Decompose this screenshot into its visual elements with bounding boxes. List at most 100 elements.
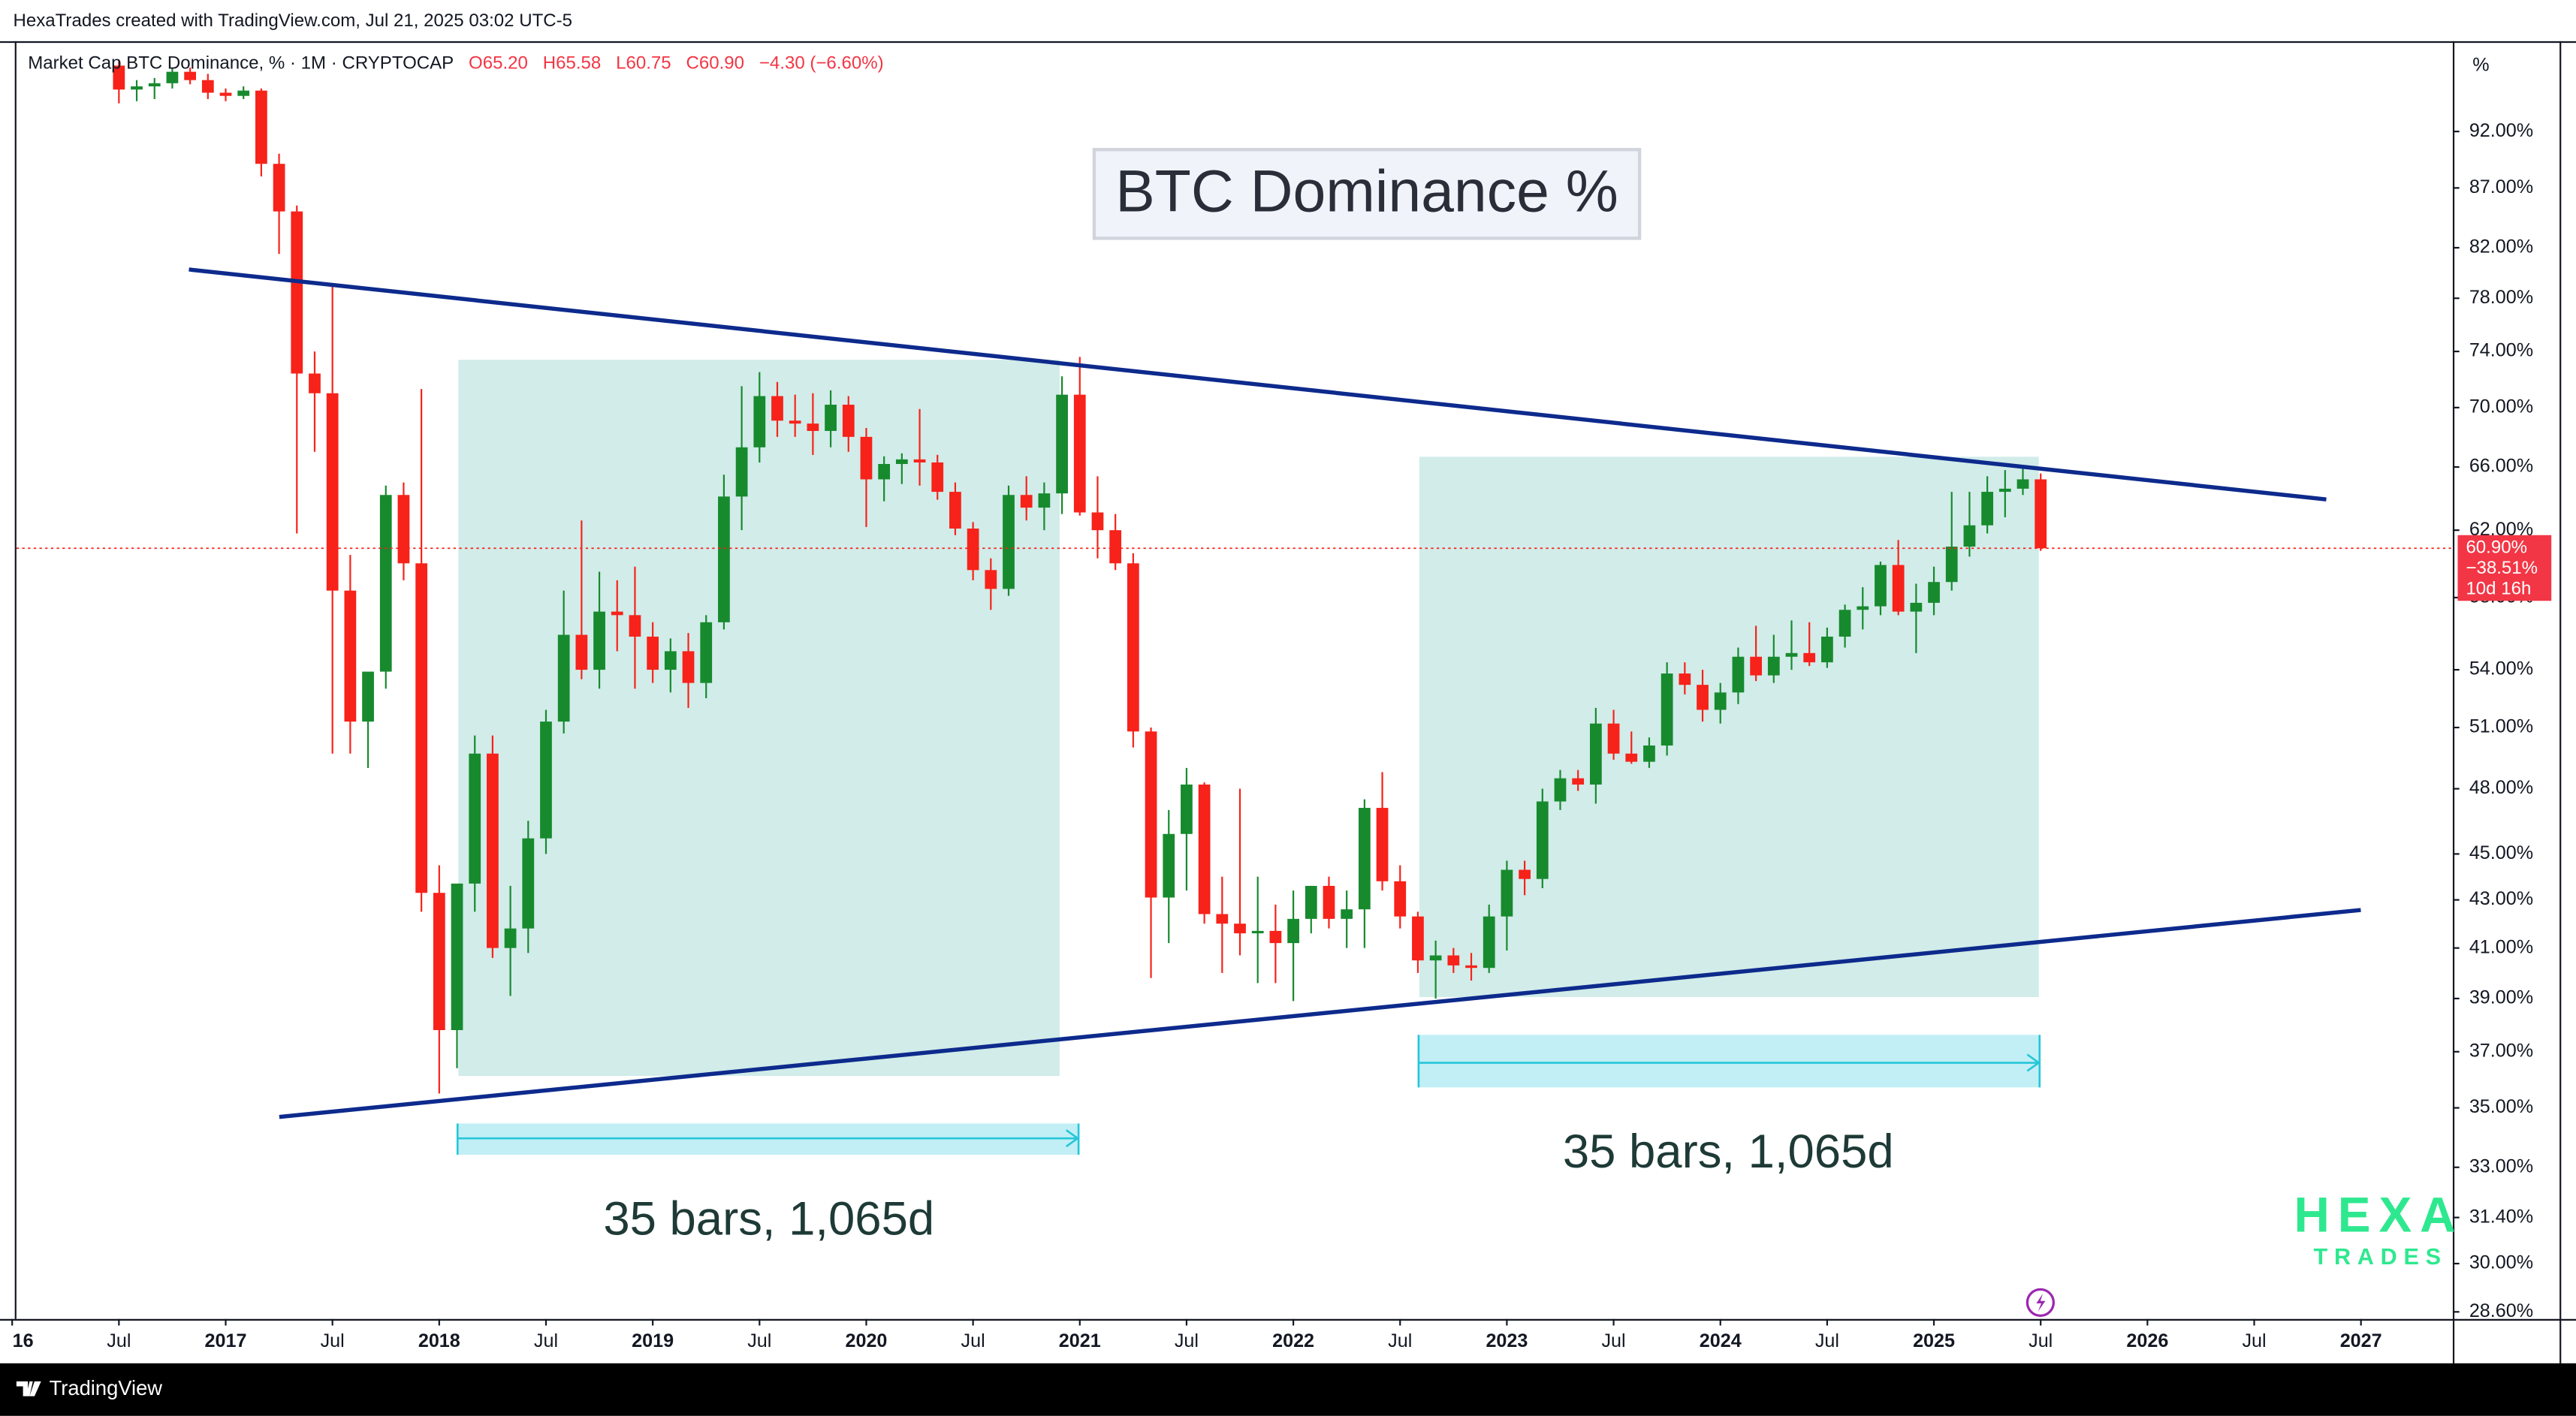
candle-body (913, 459, 926, 462)
candle-body (1661, 673, 1673, 746)
candle-body (575, 634, 588, 670)
legend-low: L60.75 (616, 53, 671, 74)
y-tick-label: 39.00% (2469, 987, 2533, 1008)
candle-body (1607, 723, 1620, 754)
y-tick-label: 78.00% (2469, 287, 2533, 308)
candle-body (237, 90, 250, 96)
x-tick-label: Jul (321, 1330, 345, 1351)
x-tick-label: Jul (107, 1330, 131, 1351)
x-tick-label: Jul (2242, 1330, 2266, 1351)
candle-body (1091, 512, 1104, 531)
y-tick-label: 92.00% (2469, 120, 2533, 141)
candle-body (1998, 488, 2011, 493)
x-tick-label: 2024 (1700, 1330, 1742, 1351)
candle-body (1697, 685, 1709, 710)
candle-body (1056, 394, 1068, 494)
footer-logo (16, 1381, 41, 1396)
x-tick-label: 16 (13, 1330, 34, 1351)
x-tick-label: 2021 (1059, 1330, 1101, 1351)
x-tick-label: 2018 (418, 1330, 460, 1351)
price-label: 60.90% −38.51% 10d 16h (2457, 535, 2552, 601)
y-tick-label: 35.00% (2469, 1096, 2533, 1117)
x-tick-label: Jul (961, 1330, 985, 1351)
y-axis: 28.60% 30.00% 31.40% 33.00% 35.00% 37.00% 39.0… (2452, 120, 2533, 1321)
y-tick-label: 33.00% (2469, 1155, 2533, 1176)
candle-body (860, 436, 873, 480)
candle-body (1572, 778, 1585, 785)
candle-body (504, 928, 517, 948)
x-tick-label: 2027 (2340, 1330, 2382, 1351)
candle-body (1732, 656, 1745, 693)
candle-body (1590, 723, 1602, 785)
y-tick-label: 41.00% (2469, 936, 2533, 957)
price-label-box (2457, 535, 2552, 601)
trendline (189, 267, 2327, 502)
candle-body (1679, 673, 1691, 685)
candle-body (1109, 530, 1122, 564)
candle-body (131, 86, 143, 90)
candle-body (451, 883, 463, 1031)
candle-body (842, 405, 855, 437)
candle-body (1857, 606, 1869, 610)
candle-body (771, 396, 783, 421)
candle-body (1554, 778, 1567, 802)
candle-body (878, 463, 891, 480)
candle-body (379, 495, 392, 672)
candle-body (1981, 492, 1994, 526)
candle-body (433, 893, 445, 1031)
candle-body (255, 90, 267, 164)
footer-bar (0, 1363, 2576, 1416)
candle-body (647, 636, 659, 670)
candle-body (1358, 808, 1371, 910)
candle-body (1429, 955, 1442, 961)
y-tick-label: 51.00% (2469, 716, 2533, 737)
candle-body (557, 634, 570, 722)
y-tick-label: 48.00% (2469, 777, 2533, 798)
x-tick-label: 2019 (632, 1330, 674, 1351)
candle-body (1181, 784, 1193, 834)
candle-body (1910, 602, 1923, 612)
candle-body (1287, 918, 1299, 944)
y-tick-label: 37.00% (2469, 1040, 2533, 1061)
candle-body (184, 71, 196, 80)
annotation: 35 bars, 1,065d (603, 1192, 934, 1245)
candle-body (1216, 914, 1229, 924)
x-tick-label: 2022 (1272, 1330, 1314, 1351)
candle-body (1519, 869, 1531, 879)
candle-body (1376, 808, 1389, 881)
candle-body (1234, 923, 1246, 934)
candle-body (931, 462, 944, 493)
candle-body (753, 396, 766, 447)
candle-body (219, 92, 232, 96)
candle-body (487, 753, 499, 948)
candle-body (825, 405, 837, 431)
candle-body (1714, 692, 1727, 710)
footer-brand: TradingView (50, 1376, 163, 1399)
candle-body (985, 570, 997, 589)
candle-body (291, 211, 303, 374)
candle-body (1821, 636, 1833, 663)
candle-body (1892, 565, 1905, 612)
legend-change: −4.30 (−6.60%) (759, 53, 884, 74)
legend-symbol: Market Cap BTC Dominance, % · 1M · CRYPT… (28, 53, 454, 74)
candle-body (1323, 885, 1335, 919)
x-tick-label: Jul (1388, 1330, 1412, 1351)
candle-body (593, 611, 605, 670)
event-icon[interactable] (2026, 1288, 2056, 1318)
candle-body (1643, 745, 1655, 762)
y-tick-label: 87.00% (2469, 176, 2533, 197)
y-tick-label: 66.00% (2469, 456, 2533, 477)
candle-body (1447, 955, 1460, 966)
y-tick-label: 74.00% (2469, 340, 2533, 361)
bars-range (1417, 1035, 2041, 1088)
candle-body (1501, 869, 1513, 917)
x-tick-label: 2026 (2126, 1330, 2168, 1351)
candle-body (1020, 495, 1033, 508)
candle-body (1625, 753, 1638, 762)
y-tick-label: 70.00% (2469, 396, 2533, 417)
legend: Market Cap BTC Dominance, % · 1M · CRYPT… (28, 53, 883, 74)
x-tick-label: 2025 (1913, 1330, 1955, 1351)
legend-open: O65.20 (469, 53, 528, 74)
price-label-price: 60.90% (2466, 538, 2527, 558)
